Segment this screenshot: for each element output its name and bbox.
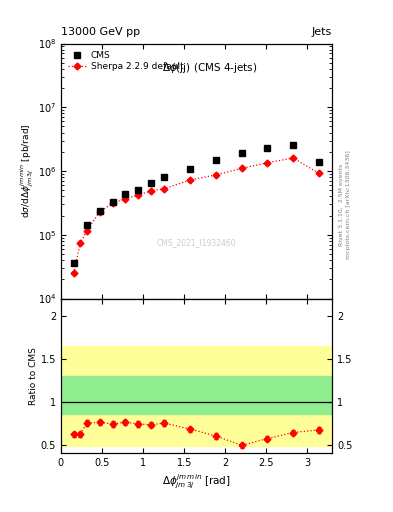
X-axis label: $\Delta\phi^{jm\,min}_{jm\,3j}$ [rad]: $\Delta\phi^{jm\,min}_{jm\,3j}$ [rad] (162, 472, 231, 490)
Text: Rivet 3.1.10,  2.5M events: Rivet 3.1.10, 2.5M events (339, 164, 344, 246)
Text: 13000 GeV pp: 13000 GeV pp (61, 27, 140, 37)
Legend: CMS, Sherpa 2.2.9 default: CMS, Sherpa 2.2.9 default (65, 48, 186, 74)
Text: CMS_2021_I1932460: CMS_2021_I1932460 (157, 238, 236, 247)
Text: mcplots.cern.ch [arXiv:1306.3436]: mcplots.cern.ch [arXiv:1306.3436] (346, 151, 351, 259)
Y-axis label: d$\sigma$/d$\Delta\phi^{jm\,min}_{jm\,3j}$ [pb/rad]: d$\sigma$/d$\Delta\phi^{jm\,min}_{jm\,3j… (18, 124, 35, 218)
Text: Jets: Jets (312, 27, 332, 37)
Y-axis label: Ratio to CMS: Ratio to CMS (29, 347, 38, 405)
Text: $\Delta\phi$(jj) (CMS 4-jets): $\Delta\phi$(jj) (CMS 4-jets) (162, 61, 258, 75)
